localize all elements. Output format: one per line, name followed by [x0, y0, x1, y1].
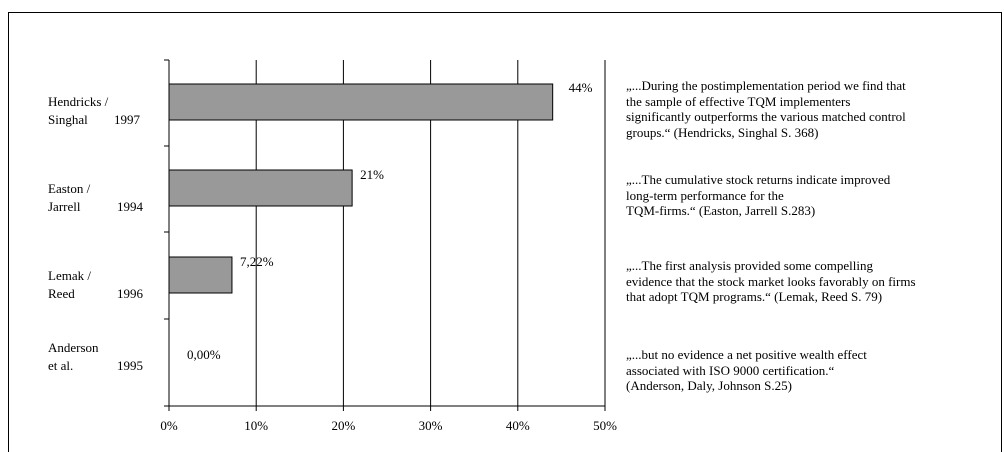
value-label: 7,22%	[240, 254, 274, 269]
category-label-line2: Jarrell	[48, 199, 81, 214]
x-tick-label: 50%	[593, 418, 617, 433]
category-label: Lemak /	[48, 268, 91, 283]
quote-line: „...During the postimplementation period…	[626, 78, 906, 93]
x-tick-label: 0%	[160, 418, 178, 433]
quote-line: long-term performance for the	[626, 187, 784, 203]
category-label: Anderson	[48, 340, 99, 355]
quote-line: „...The cumulative stock returns indicat…	[626, 172, 891, 187]
value-label: 0,00%	[187, 347, 221, 362]
figure-frame	[8, 12, 1002, 452]
category-year: 1997	[114, 112, 140, 127]
category-year: 1994	[117, 199, 143, 214]
quote-line: associated with ISO 9000 certification.“	[626, 362, 835, 378]
quote-line: „...The first analysis provided some com…	[626, 258, 873, 273]
quote-line: evidence that the stock market looks fav…	[626, 273, 916, 289]
quote-block: „...During the postimplementation period…	[626, 78, 986, 140]
x-tick-label: 30%	[419, 418, 443, 433]
quote-line: the sample of effective TQM implementers	[626, 93, 851, 109]
x-tick-label: 40%	[506, 418, 530, 433]
category-label-line2: et al.	[48, 358, 74, 373]
quote-line: TQM-firms.“ (Easton, Jarrell S.283)	[626, 203, 816, 218]
bar	[168, 83, 554, 121]
x-tick-label: 20%	[331, 418, 355, 433]
quote-block: „...The cumulative stock returns indicat…	[626, 172, 986, 219]
quote-line: significantly outperforms the various ma…	[626, 109, 906, 124]
quote-block: „...but no evidence a net positive wealt…	[626, 347, 986, 394]
bar	[168, 256, 233, 294]
category-year: 1995	[117, 358, 143, 373]
quote-block: „...The first analysis provided some com…	[626, 258, 986, 305]
value-label: 44%	[569, 80, 593, 95]
x-tick-label: 10%	[244, 418, 268, 433]
category-label-line2: Reed	[48, 286, 75, 301]
category-label-line2: Singhal	[48, 112, 88, 127]
quote-line: (Anderson, Daly, Johnson S.25)	[626, 378, 792, 393]
quote-line: „...but no evidence a net positive wealt…	[626, 347, 867, 362]
category-label: Hendricks /	[48, 94, 109, 109]
value-label: 21%	[360, 167, 384, 182]
category-year: 1996	[117, 286, 143, 301]
bar	[168, 169, 353, 207]
quote-line: groups.“ (Hendricks, Singhal S. 368)	[626, 124, 819, 140]
quote-line: that adopt TQM programs.“ (Lemak, Reed S…	[626, 289, 883, 304]
category-label: Easton /	[48, 181, 91, 196]
